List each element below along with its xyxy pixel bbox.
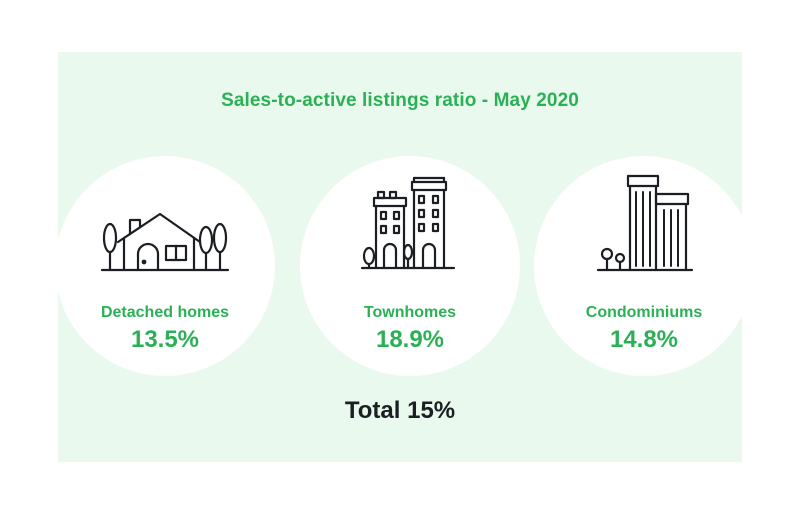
house-icon [58,208,275,274]
townhomes-card: Townhomes 18.9% [300,156,520,376]
townhomes-label: Townhomes [363,304,457,321]
detached-homes-value: 13.5% [130,326,200,353]
townhomes-value: 18.9% [375,326,445,353]
condo-towers-icon [534,174,742,274]
detached-homes-label: Detached homes [100,304,230,321]
condominiums-value: 14.8% [609,326,679,353]
infographic-panel: Sales-to-active listings ratio - May 202… [58,52,742,462]
condominiums-card: Condominiums 14.8% [534,156,742,376]
infographic-title: Sales-to-active listings ratio - May 202… [221,90,579,111]
detached-homes-card: Detached homes 13.5% [58,156,275,376]
townhomes-icon [300,176,520,272]
total-ratio: Total 15% [344,397,456,424]
condominiums-label: Condominiums [585,304,703,321]
